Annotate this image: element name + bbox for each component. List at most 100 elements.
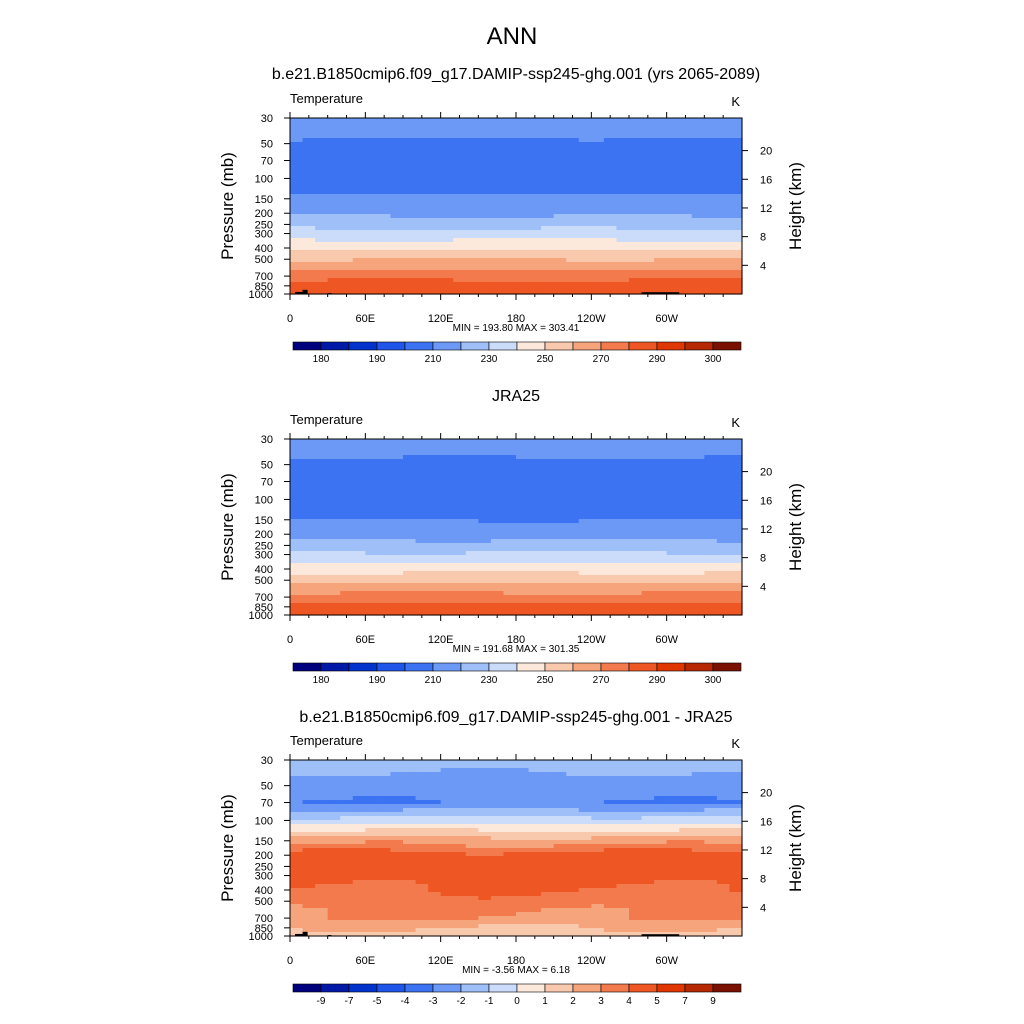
field-cell: [302, 443, 316, 448]
field-cell: [679, 844, 693, 849]
field-cell: [377, 908, 392, 913]
field-cell: [528, 575, 542, 580]
field-cell: [428, 130, 442, 135]
field-cell: [490, 780, 505, 785]
field-cell: [365, 611, 379, 616]
field-cell: [704, 194, 718, 199]
field-cell: [654, 198, 668, 203]
field-cell: [315, 776, 329, 781]
field-cell: [428, 868, 442, 873]
field-cell: [340, 254, 354, 259]
field-cell: [591, 780, 605, 785]
field-cell: [415, 816, 429, 821]
field-cell: [629, 760, 643, 765]
field-cell: [365, 507, 379, 512]
field-cell: [566, 611, 580, 616]
field-cell: [591, 828, 605, 833]
field-cell: [453, 258, 467, 263]
field-cell: [503, 804, 517, 809]
field-cell: [503, 856, 517, 861]
field-cell: [654, 760, 668, 765]
field-cell: [553, 896, 567, 901]
field-cell: [679, 591, 693, 596]
field-cell: [629, 210, 643, 215]
field-cell: [528, 290, 542, 295]
field-cell: [352, 242, 366, 247]
field-cell: [365, 254, 379, 259]
field-cell: [415, 503, 429, 508]
field-cell: [716, 896, 731, 901]
field-cell: [654, 555, 668, 560]
field-cell: [302, 908, 316, 913]
field-cell: [453, 210, 467, 215]
field-cell: [327, 190, 341, 195]
field-cell: [503, 487, 517, 492]
field-cell: [679, 226, 693, 231]
field-cell: [666, 270, 680, 275]
field-cell: [578, 784, 592, 789]
field-cell: [591, 872, 605, 877]
field-cell: [641, 876, 655, 881]
field-cell: [290, 559, 304, 564]
field-cell: [390, 924, 404, 929]
field-cell: [377, 824, 392, 829]
topography-block: [295, 291, 308, 294]
field-cell: [403, 495, 417, 500]
field-cell: [453, 222, 467, 227]
field-cell: [666, 154, 680, 159]
field-cell: [528, 567, 542, 572]
field-cell: [666, 792, 680, 797]
field-cell: [566, 278, 580, 283]
field-cell: [290, 840, 304, 845]
field-cell: [629, 888, 643, 893]
field-cell: [616, 170, 630, 175]
field-cell: [541, 816, 555, 821]
field-cell: [302, 274, 316, 279]
field-cell: [440, 932, 454, 937]
field-cell: [440, 515, 454, 520]
field-cell: [290, 796, 304, 801]
field-cell: [428, 908, 442, 913]
field-cell: [666, 134, 680, 139]
field-cell: [415, 792, 429, 797]
field-cell: [428, 784, 442, 789]
field-cell: [490, 270, 505, 275]
colorbar-box: [516, 662, 546, 672]
field-cell: [403, 563, 417, 568]
field-cell: [403, 551, 417, 556]
field-cell: [729, 234, 743, 239]
field-cell: [679, 162, 693, 167]
field-cell: [352, 278, 366, 283]
field-cell: [503, 507, 517, 512]
field-cell: [629, 226, 643, 231]
field-cell: [428, 202, 442, 207]
field-cell: [365, 158, 379, 163]
field-cell: [327, 222, 341, 227]
field-cell: [453, 278, 467, 283]
field-cell: [603, 900, 618, 905]
field-cell: [666, 764, 680, 769]
field-cell: [603, 840, 618, 845]
field-cell: [415, 483, 429, 488]
field-cell: [716, 186, 731, 191]
field-cell: [315, 531, 329, 536]
field-cell: [691, 772, 705, 777]
field-cell: [453, 824, 467, 829]
field-cell: [302, 792, 316, 797]
field-cell: [654, 447, 668, 452]
field-cell: [415, 527, 429, 532]
field-cell: [729, 483, 743, 488]
field-cell: [315, 820, 329, 825]
field-cell: [578, 559, 592, 564]
field-cell: [516, 254, 530, 259]
field-cell: [302, 491, 316, 496]
field-cell: [352, 222, 366, 227]
field-cell: [478, 892, 492, 897]
field-cell: [415, 543, 429, 548]
field-cell: [716, 591, 731, 596]
field-cell: [403, 848, 417, 853]
field-cell: [578, 607, 592, 612]
field-cell: [541, 896, 555, 901]
field-cell: [315, 896, 329, 901]
field-cell: [691, 206, 705, 211]
